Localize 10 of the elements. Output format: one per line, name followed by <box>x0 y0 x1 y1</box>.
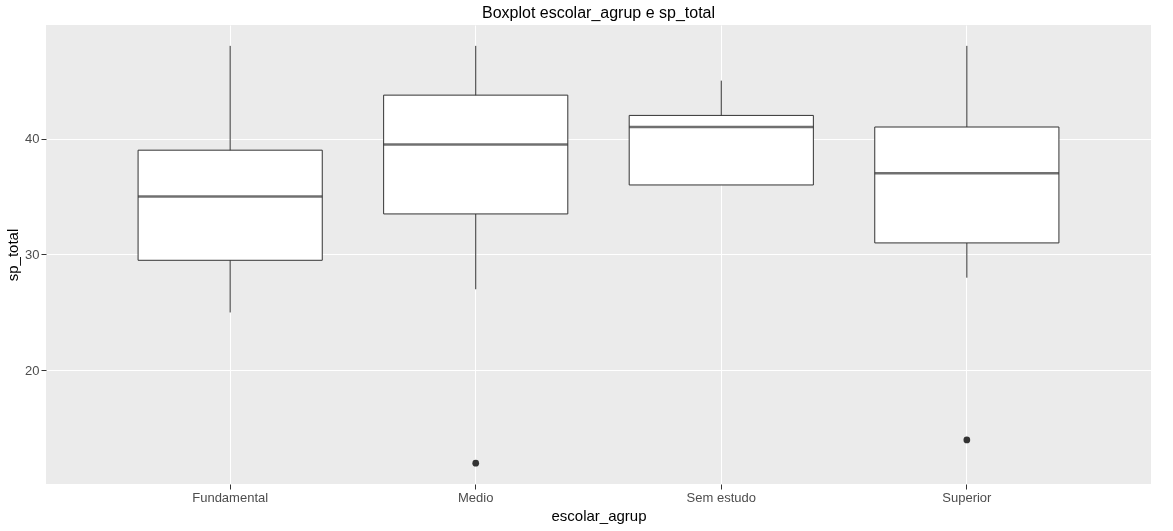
y-tick-label: 20 <box>25 362 40 378</box>
y-axis-title: sp_total <box>4 228 22 282</box>
x-tick-label: Medio <box>458 489 494 505</box>
x-tick-label: Fundamental <box>192 489 269 505</box>
x-axis-title: escolar_agrup <box>551 506 647 524</box>
chart-title: Boxplot escolar_agrup e sp_total <box>481 4 716 22</box>
x-tick-label: Sem estudo <box>686 489 756 505</box>
y-tick-label: 30 <box>25 247 40 262</box>
x-tick-label: Superior <box>942 489 993 505</box>
y-tick-label: 40 <box>25 131 40 147</box>
